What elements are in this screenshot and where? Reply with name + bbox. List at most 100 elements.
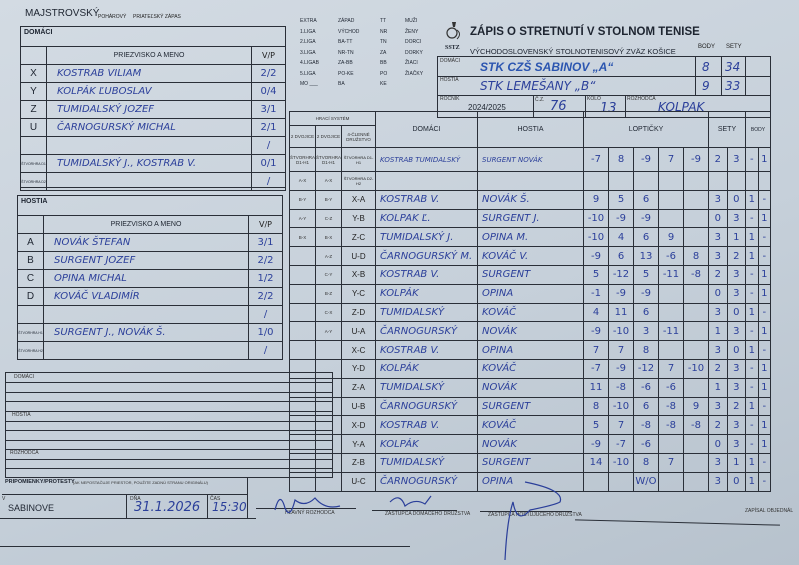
system-2-pair-code: A-Y <box>289 208 316 229</box>
set-score <box>683 321 709 342</box>
competition-majstrovsky: MAJSTROVSKÝ <box>25 8 100 19</box>
set-score: 4 <box>608 227 634 248</box>
letter-header <box>20 46 47 65</box>
protests-label: PRIPOMIENKY/PROTESTY <box>5 479 75 485</box>
player-row: Y KOLPÁK ĽUBOSLAV 0/4 <box>20 82 286 101</box>
match-code: U-B <box>341 396 376 417</box>
player-name: ČARNOGURSKÝ MICHAL <box>46 118 252 137</box>
set-score: 8 <box>683 246 709 266</box>
sets-won: 2 <box>726 396 746 417</box>
sets-won: 2 <box>708 264 728 285</box>
player-letter: C <box>17 269 44 288</box>
player-win-loss: / <box>248 305 283 324</box>
set-score: 14 <box>583 452 609 473</box>
match-point: 1 <box>757 415 771 436</box>
match-header-row: HRACÍ SYSTÉM DOMÁCI HOSTIA LOPTIČKY SETY BODY <box>289 111 771 148</box>
set-score: 7 <box>608 415 634 436</box>
set-score: -6 <box>658 377 684 398</box>
sets-won: 3 <box>726 264 746 285</box>
system-2-pair-code <box>289 340 316 360</box>
match-code: Y-D <box>341 358 376 379</box>
sets-won: 2 <box>708 415 728 436</box>
sig-recorder-label: ZAPÍSAL OBJEDNÁL <box>745 508 794 514</box>
player-win-loss: 2/2 <box>248 251 283 270</box>
points-header: BODY <box>745 111 771 148</box>
player-letter <box>20 136 47 155</box>
match-row: B-X B-X Z-C TUMIDALSKÝ J. OPINA M. -10 4 6 9 3 1 1- <box>289 227 771 248</box>
sets-won: 3 <box>708 302 728 323</box>
home-players-box: DOMÁCI PRIEZVISKO A MENO V/P X KOSTRAB VILI… <box>20 26 286 191</box>
player-letter: ŠTVORHRA H2 <box>17 341 44 360</box>
set-score: 4 <box>583 302 609 323</box>
set-score <box>658 340 684 360</box>
set-score <box>683 340 709 360</box>
away-player: SURGENT NOVÁK <box>477 147 584 172</box>
set-score: -8 <box>658 396 684 417</box>
home-players-table: PRIEZVISKO A MENO V/P X KOSTRAB VILIAM 2/2 Y K… <box>20 46 286 191</box>
player-row: U ČARNOGURSKÝ MICHAL 2/1 <box>20 118 286 137</box>
player-letter: B <box>17 251 44 270</box>
match-code: X-B <box>341 264 376 285</box>
set-score <box>683 189 709 210</box>
system-variant-header: 2 DVOJICE <box>289 125 316 148</box>
set-score: -9 <box>633 147 659 172</box>
match-point: 1 <box>745 189 759 210</box>
player-letter: Z <box>20 100 47 119</box>
player-win-loss: 2/2 <box>251 64 286 83</box>
set-score: 13 <box>633 246 659 266</box>
match-point: 1 <box>757 208 771 229</box>
system-2-pair-alt-code: A-X <box>315 171 342 191</box>
set-score: -11 <box>658 264 684 285</box>
set-score: -9 <box>583 434 609 454</box>
player-row: ŠTVORHRA H1 SURGENT J., NOVÁK Š. 1/0 <box>17 323 283 342</box>
match-row: A-Z U-D ČARNOGURSKÝ M. KOVÁČ V. -9 6 13 -6 8 3 2 1- <box>289 246 771 266</box>
player-name <box>43 341 249 360</box>
time-label: ČAS <box>210 496 221 502</box>
match-point: - <box>757 246 771 266</box>
player-name: SURGENT JOZEF <box>43 251 249 270</box>
player-name <box>46 136 252 155</box>
players-header-row: PRIEZVISKO A MENO V/P <box>20 46 286 65</box>
set-score <box>633 171 659 191</box>
sets-won: 1 <box>708 377 728 398</box>
system-2-pair-code <box>289 264 316 285</box>
set-score: -9 <box>583 246 609 266</box>
match-point: 1 <box>745 471 759 492</box>
round-label: KOLO <box>587 96 601 102</box>
sets-won: 2 <box>726 246 746 266</box>
sets-won: 0 <box>708 434 728 454</box>
set-score: 6 <box>608 246 634 266</box>
league-option: DORCI <box>405 39 422 45</box>
player-win-loss: / <box>251 172 286 191</box>
match-point: - <box>757 396 771 417</box>
home-player: KOLPÁK <box>375 358 478 379</box>
set-score: -12 <box>633 358 659 379</box>
set-score: 8 <box>608 147 634 172</box>
set-score <box>658 171 684 191</box>
system-variant-header: 2 DVOJICE <box>315 125 342 148</box>
sets-won: 3 <box>708 340 728 360</box>
set-score: 7 <box>583 340 609 360</box>
home-player: KOLPÁK <box>375 283 478 304</box>
player-name: TUMIDALSKÝ JOZEF <box>46 100 252 119</box>
home-team-name: STK CZŠ SABINOV „A“ <box>480 60 614 74</box>
system-2-pair-code: ŠTVORHRA D1-H1 <box>289 147 316 172</box>
place-label: V <box>2 496 6 502</box>
match-point: - <box>745 283 759 304</box>
protests-box: PRIPOMIENKY/PROTESTY (AK NEPOSTAČUJE PRI… <box>2 478 248 518</box>
away-player: OPINA <box>477 340 584 360</box>
sets-won: 3 <box>708 396 728 417</box>
set-score: -8 <box>658 415 684 436</box>
set-score: 6 <box>633 396 659 417</box>
league-option: 3.LIGA <box>300 49 316 56</box>
league-option: ZA <box>380 49 387 56</box>
player-name: SURGENT J., NOVÁK Š. <box>43 323 249 342</box>
set-score: -7 <box>583 147 609 172</box>
league-option: ŽIACI <box>405 60 418 66</box>
player-letter: X <box>20 64 47 83</box>
sig-away-label: ZÁSTUPCA HOSŤUJÚCEHO DRUŽSTVA <box>488 512 582 518</box>
match-row: B-Y B-Y X-A KOSTRAB V. NOVÁK Š. 9 5 6 3 0 1- <box>289 189 771 210</box>
set-score: 5 <box>633 264 659 285</box>
player-win-loss: 3/1 <box>251 100 286 119</box>
player-name: OPINA MICHAL <box>43 269 249 288</box>
